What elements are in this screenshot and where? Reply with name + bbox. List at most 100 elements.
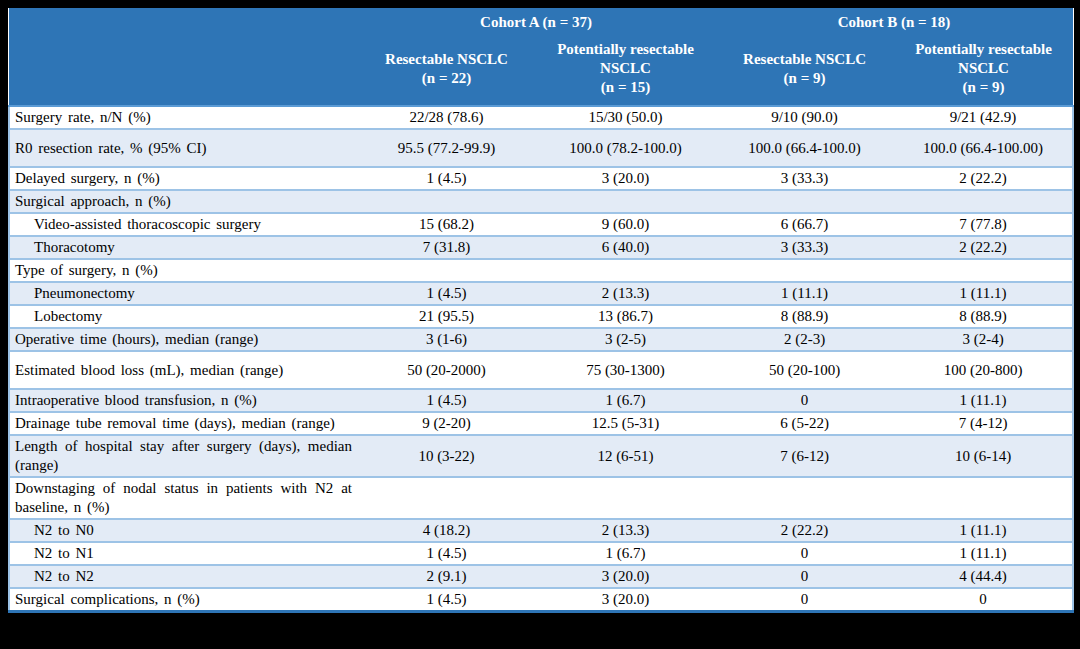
cell-value: 95.5 (77.2-99.9) — [357, 129, 536, 167]
row-label: Surgical complications, n (%) — [9, 588, 357, 612]
subcolumn-n: (n = 9) — [963, 79, 1005, 95]
cell-value: 12 (6-51) — [536, 435, 715, 477]
cell-value — [715, 477, 894, 519]
row-label: Operative time (hours), median (range) — [9, 328, 357, 351]
cell-value: 9/10 (90.0) — [715, 106, 894, 129]
cell-value: 1 (4.5) — [357, 282, 536, 305]
subcolumn-n: (n = 9) — [784, 70, 826, 86]
cell-value: 9 (60.0) — [536, 213, 715, 236]
table-row: Operative time (hours), median (range)3 … — [9, 328, 1073, 351]
cell-value: 4 (18.2) — [357, 519, 536, 542]
cell-value: 1 (11.1) — [894, 542, 1073, 565]
table-row: Pneumonectomy1 (4.5)2 (13.3)1 (11.1)1 (1… — [9, 282, 1073, 305]
row-label: Surgical approach, n (%) — [9, 190, 357, 213]
cell-value: 3 (33.3) — [715, 236, 894, 259]
cell-value — [715, 259, 894, 282]
cell-value — [715, 190, 894, 213]
subcolumn-label: Potentially resectable NSCLC — [915, 41, 1052, 76]
subcolumn-header-resectable-a: Resectable NSCLC (n = 22) — [357, 32, 536, 106]
table-row: Downstaging of nodal status in patients … — [9, 477, 1073, 519]
cell-value: 1 (6.7) — [536, 389, 715, 412]
table-row: Intraoperative blood transfusion, n (%)1… — [9, 389, 1073, 412]
cell-value: 0 — [715, 588, 894, 612]
cell-value: 7 (31.8) — [357, 236, 536, 259]
table-row: Estimated blood loss (mL), median (range… — [9, 351, 1073, 389]
cell-value: 2 (9.1) — [357, 565, 536, 588]
subcolumn-label: Resectable NSCLC — [385, 51, 508, 67]
table-row: Video-assisted thoracoscopic surgery15 (… — [9, 213, 1073, 236]
cell-value: 6 (40.0) — [536, 236, 715, 259]
subcolumn-header-resectable-b: Resectable NSCLC (n = 9) — [715, 32, 894, 106]
cell-value: 50 (20-100) — [715, 351, 894, 389]
cell-value — [894, 190, 1073, 213]
cell-value: 13 (86.7) — [536, 305, 715, 328]
table-row: Type of surgery, n (%) — [9, 259, 1073, 282]
subcolumn-n: (n = 22) — [422, 70, 471, 86]
cell-value: 100.0 (78.2-100.0) — [536, 129, 715, 167]
cell-value: 8 (88.9) — [894, 305, 1073, 328]
cell-value: 1 (11.1) — [894, 282, 1073, 305]
cell-value: 3 (20.0) — [536, 167, 715, 190]
row-label: Pneumonectomy — [9, 282, 357, 305]
table-header: Cohort A (n = 37) Cohort B (n = 18) Rese… — [9, 8, 1073, 106]
cell-value: 100 (20-800) — [894, 351, 1073, 389]
cohort-header-row: Cohort A (n = 37) Cohort B (n = 18) — [9, 8, 1073, 32]
table-row: N2 to N11 (4.5)1 (6.7)01 (11.1) — [9, 542, 1073, 565]
cell-value: 0 — [715, 542, 894, 565]
row-label: Estimated blood loss (mL), median (range… — [9, 351, 357, 389]
cell-value — [536, 259, 715, 282]
subcolumn-header-potentially-resectable-b: Potentially resectable NSCLC (n = 9) — [894, 32, 1073, 106]
row-label: Downstaging of nodal status in patients … — [9, 477, 357, 519]
cell-value — [536, 190, 715, 213]
cell-value: 6 (66.7) — [715, 213, 894, 236]
table-row: Surgery rate, n/N (%)22/28 (78.6)15/30 (… — [9, 106, 1073, 129]
cell-value: 2 (22.2) — [894, 236, 1073, 259]
table-row: Surgical complications, n (%)1 (4.5)3 (2… — [9, 588, 1073, 612]
cohort-b-header: Cohort B (n = 18) — [715, 8, 1073, 32]
row-label: Intraoperative blood transfusion, n (%) — [9, 389, 357, 412]
cell-value — [894, 259, 1073, 282]
cell-value: 2 (2-3) — [715, 328, 894, 351]
cell-value: 1 (11.1) — [894, 519, 1073, 542]
table-row: Drainage tube removal time (days), media… — [9, 412, 1073, 435]
row-label: Type of surgery, n (%) — [9, 259, 357, 282]
cell-value: 1 (4.5) — [357, 389, 536, 412]
cell-value — [357, 190, 536, 213]
row-label: N2 to N0 — [9, 519, 357, 542]
page-frame: Cohort A (n = 37) Cohort B (n = 18) Rese… — [0, 0, 1080, 649]
row-label: Delayed surgery, n (%) — [9, 167, 357, 190]
cell-value: 10 (6-14) — [894, 435, 1073, 477]
cell-value: 21 (95.5) — [357, 305, 536, 328]
subcolumn-label: Potentially resectable NSCLC — [557, 41, 694, 76]
cell-value: 0 — [894, 588, 1073, 612]
cell-value: 3 (20.0) — [536, 588, 715, 612]
subcolumn-n: (n = 15) — [601, 79, 650, 95]
cell-value: 75 (30-1300) — [536, 351, 715, 389]
cell-value: 1 (11.1) — [894, 389, 1073, 412]
subcolumn-header-potentially-resectable-a: Potentially resectable NSCLC (n = 15) — [536, 32, 715, 106]
cell-value: 2 (22.2) — [894, 167, 1073, 190]
subcolumn-label: Resectable NSCLC — [743, 51, 866, 67]
cell-value: 9 (2-20) — [357, 412, 536, 435]
table-row: Length of hospital stay after surgery (d… — [9, 435, 1073, 477]
cell-value: 10 (3-22) — [357, 435, 536, 477]
cell-value: 7 (77.8) — [894, 213, 1073, 236]
cell-value: 7 (4-12) — [894, 412, 1073, 435]
row-label: Drainage tube removal time (days), media… — [9, 412, 357, 435]
row-label: R0 resection rate, % (95% CI) — [9, 129, 357, 167]
cell-value: 6 (5-22) — [715, 412, 894, 435]
cell-value: 1 (11.1) — [715, 282, 894, 305]
cell-value: 100.0 (66.4-100.00) — [894, 129, 1073, 167]
cell-value: 100.0 (66.4-100.0) — [715, 129, 894, 167]
cell-value: 2 (13.3) — [536, 519, 715, 542]
cell-value — [894, 477, 1073, 519]
cell-value: 12.5 (5-31) — [536, 412, 715, 435]
corner-cell — [9, 8, 357, 106]
row-label: Length of hospital stay after surgery (d… — [9, 435, 357, 477]
table-row: Surgical approach, n (%) — [9, 190, 1073, 213]
table-row: Thoracotomy7 (31.8)6 (40.0)3 (33.3)2 (22… — [9, 236, 1073, 259]
row-label: Thoracotomy — [9, 236, 357, 259]
table-row: Lobectomy21 (95.5)13 (86.7)8 (88.9)8 (88… — [9, 305, 1073, 328]
cell-value: 9/21 (42.9) — [894, 106, 1073, 129]
row-label: N2 to N1 — [9, 542, 357, 565]
